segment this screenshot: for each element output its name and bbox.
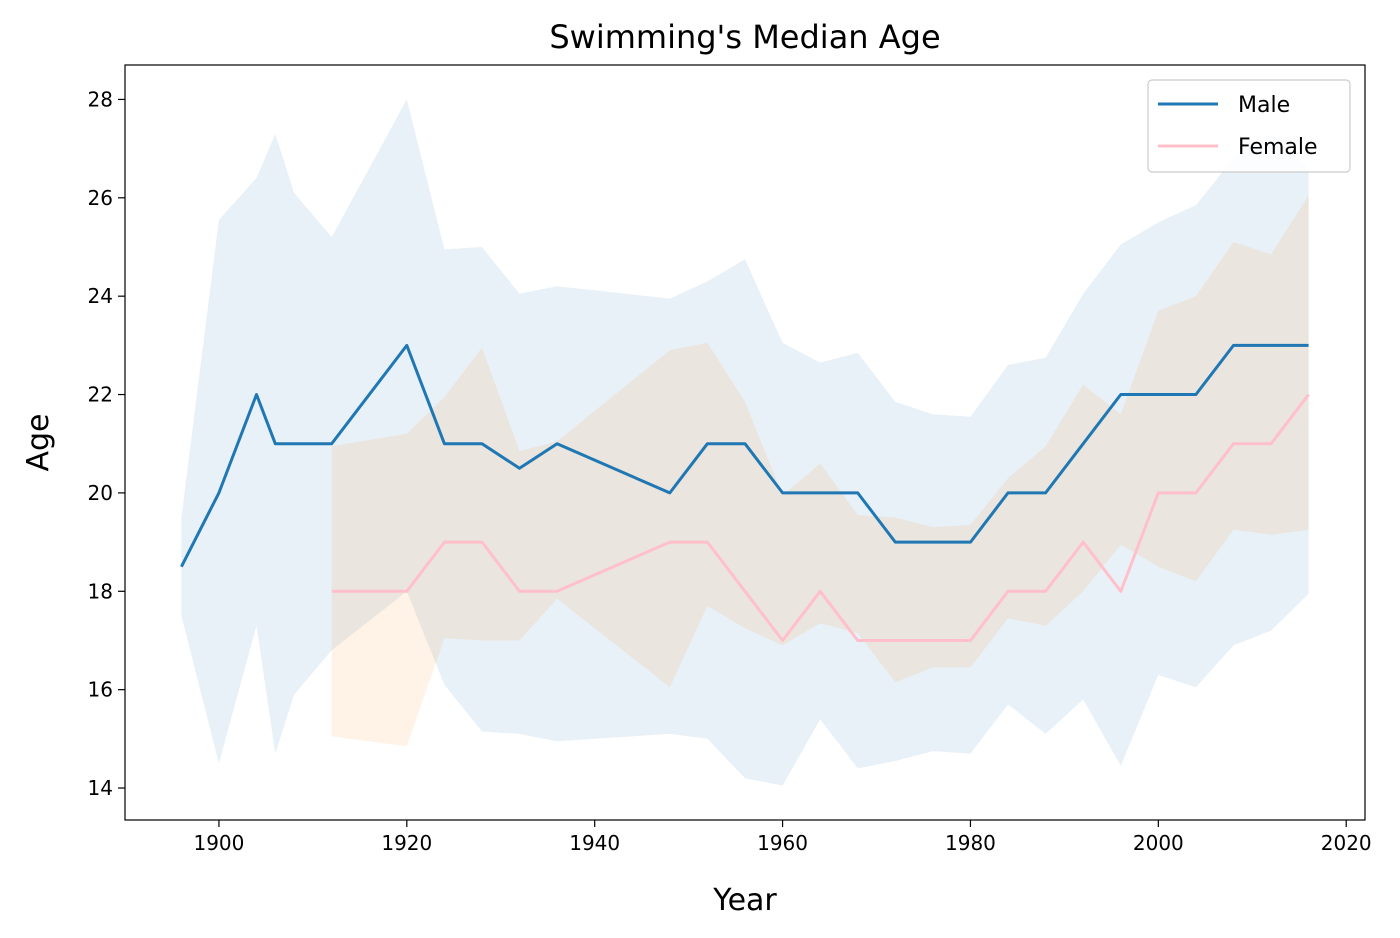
y-axis-label: Age [21, 413, 56, 471]
y-tick-label: 22 [88, 383, 113, 407]
legend-label-male: Male [1238, 93, 1290, 118]
series-lines [180, 343, 1310, 642]
x-tick-label: 1920 [381, 831, 432, 855]
y-tick-label: 26 [88, 186, 113, 210]
y-tick-label: 20 [88, 481, 113, 505]
y-tick-label: 24 [88, 284, 113, 308]
series-line-male [180, 343, 1309, 568]
y-axis-ticks: 14 16 18 20 22 24 26 28 [88, 87, 125, 800]
x-tick-label: 1900 [193, 831, 244, 855]
x-axis-label: Year [712, 883, 777, 918]
chart-title: Swimming's Median Age [549, 18, 940, 56]
x-tick-label: 1940 [569, 831, 620, 855]
x-tick-label: 2020 [1321, 831, 1372, 855]
series-line-female [331, 393, 1310, 642]
x-tick-label: 2000 [1133, 831, 1184, 855]
y-tick-label: 28 [88, 87, 113, 111]
confidence-band-female [331, 195, 1309, 747]
x-tick-label: 1960 [757, 831, 808, 855]
x-axis-ticks: 1900 1920 1940 1960 1980 2000 2020 [193, 820, 1372, 855]
y-tick-label: 18 [88, 579, 113, 603]
y-tick-label: 14 [88, 776, 113, 800]
legend-label-female: Female [1238, 135, 1318, 160]
y-tick-label: 16 [88, 678, 113, 702]
legend: Male Female [1147, 79, 1351, 173]
x-tick-label: 1980 [945, 831, 996, 855]
plot-area-frame [124, 64, 1366, 821]
